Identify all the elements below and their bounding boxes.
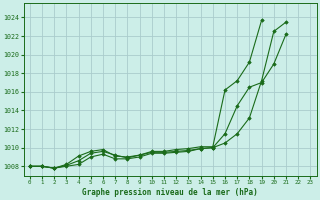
X-axis label: Graphe pression niveau de la mer (hPa): Graphe pression niveau de la mer (hPa) bbox=[82, 188, 258, 197]
